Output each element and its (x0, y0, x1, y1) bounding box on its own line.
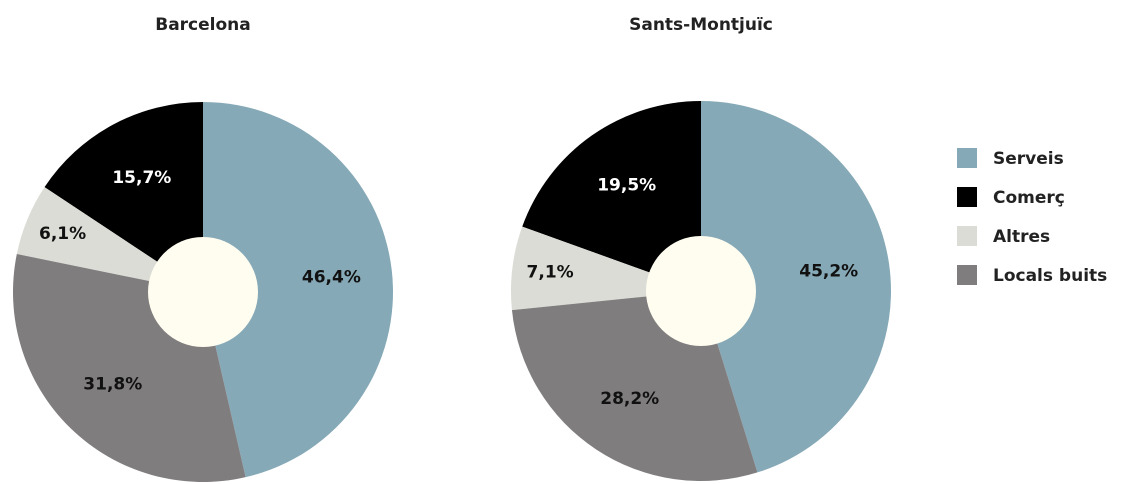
donut-hole (148, 237, 258, 347)
legend-label: Altres (993, 227, 1050, 247)
pie-slice (203, 102, 394, 478)
legend-swatch (957, 265, 977, 285)
slice-label: 46,4% (302, 267, 361, 287)
slice-label: 19,5% (597, 175, 656, 195)
legend-swatch (957, 148, 977, 168)
legend-label: Comerç (993, 188, 1065, 208)
chart-title: Barcelona (155, 15, 251, 35)
chart-title: Sants-Montjuïc (629, 15, 773, 35)
slice-label: 6,1% (39, 224, 86, 244)
legend-swatch (957, 226, 977, 246)
slice-label: 28,2% (600, 389, 659, 409)
legend-label: Serveis (993, 149, 1064, 169)
pie-slice (44, 102, 203, 292)
donut-hole (646, 236, 756, 346)
slice-label: 45,2% (799, 262, 858, 282)
pie-slice (701, 101, 891, 473)
legend-label: Locals buits (993, 266, 1107, 286)
slice-label: 15,7% (112, 168, 171, 188)
pie-slice (522, 101, 701, 291)
slice-label: 7,1% (527, 262, 574, 282)
slice-label: 31,8% (83, 374, 142, 394)
legend-swatch (957, 187, 977, 207)
